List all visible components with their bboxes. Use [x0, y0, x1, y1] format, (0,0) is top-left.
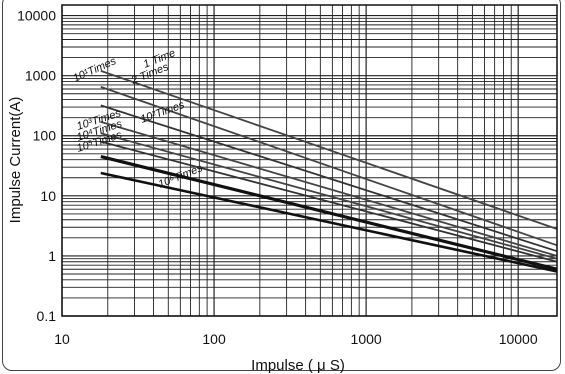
series-lines — [100, 70, 558, 273]
grid — [61, 5, 557, 317]
x-tick-label: 10000 — [499, 331, 538, 347]
series-line — [100, 132, 558, 260]
y-tick-label: 1 — [48, 248, 56, 264]
tick-labels: 0.1 1 10 100 1000 10000 10 100 1000 10000 — [17, 8, 538, 347]
y-tick-label: 100 — [33, 128, 57, 144]
x-tick-label: 100 — [202, 331, 226, 347]
y-tick-label: 10000 — [17, 8, 56, 24]
x-axis-label: Impulse ( μ S) — [251, 357, 345, 374]
series-line — [100, 155, 558, 271]
x-tick-label: 10 — [54, 331, 70, 347]
y-tick-label: 10 — [40, 188, 56, 204]
series-label: 10¹Times — [71, 55, 118, 85]
series-line — [100, 171, 558, 273]
series-line — [100, 140, 558, 263]
x-tick-label: 1000 — [351, 331, 382, 347]
y-tick-label: 1000 — [25, 68, 56, 84]
series-line — [100, 70, 558, 230]
y-axis-label: Impulse Current(A) — [7, 97, 24, 224]
y-tick-label: 0.1 — [37, 308, 57, 324]
series-line — [100, 121, 558, 257]
series-line — [100, 86, 558, 247]
series-line — [100, 104, 558, 253]
plot-border — [61, 4, 558, 317]
